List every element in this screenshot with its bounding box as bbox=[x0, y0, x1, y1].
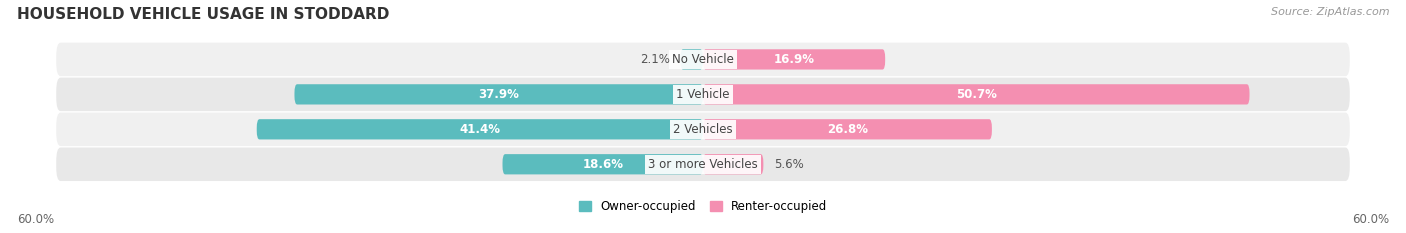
Text: 1 Vehicle: 1 Vehicle bbox=[676, 88, 730, 101]
FancyBboxPatch shape bbox=[703, 49, 886, 69]
Text: 16.9%: 16.9% bbox=[773, 53, 814, 66]
Text: 41.4%: 41.4% bbox=[460, 123, 501, 136]
FancyBboxPatch shape bbox=[257, 119, 703, 139]
FancyBboxPatch shape bbox=[56, 147, 1350, 181]
FancyBboxPatch shape bbox=[294, 84, 703, 104]
Text: No Vehicle: No Vehicle bbox=[672, 53, 734, 66]
FancyBboxPatch shape bbox=[56, 113, 1350, 146]
Text: 50.7%: 50.7% bbox=[956, 88, 997, 101]
Text: 18.6%: 18.6% bbox=[582, 158, 623, 171]
Text: 3 or more Vehicles: 3 or more Vehicles bbox=[648, 158, 758, 171]
FancyBboxPatch shape bbox=[502, 154, 703, 174]
Text: Source: ZipAtlas.com: Source: ZipAtlas.com bbox=[1271, 7, 1389, 17]
Text: 26.8%: 26.8% bbox=[827, 123, 868, 136]
FancyBboxPatch shape bbox=[703, 119, 991, 139]
Text: 60.0%: 60.0% bbox=[17, 213, 53, 226]
Text: 2.1%: 2.1% bbox=[640, 53, 669, 66]
FancyBboxPatch shape bbox=[681, 49, 703, 69]
FancyBboxPatch shape bbox=[703, 84, 1250, 104]
FancyBboxPatch shape bbox=[703, 154, 763, 174]
FancyBboxPatch shape bbox=[56, 78, 1350, 111]
Legend: Owner-occupied, Renter-occupied: Owner-occupied, Renter-occupied bbox=[574, 195, 832, 218]
FancyBboxPatch shape bbox=[56, 43, 1350, 76]
Text: HOUSEHOLD VEHICLE USAGE IN STODDARD: HOUSEHOLD VEHICLE USAGE IN STODDARD bbox=[17, 7, 389, 22]
Text: 2 Vehicles: 2 Vehicles bbox=[673, 123, 733, 136]
Text: 60.0%: 60.0% bbox=[1353, 213, 1389, 226]
Text: 37.9%: 37.9% bbox=[478, 88, 519, 101]
Text: 5.6%: 5.6% bbox=[775, 158, 804, 171]
